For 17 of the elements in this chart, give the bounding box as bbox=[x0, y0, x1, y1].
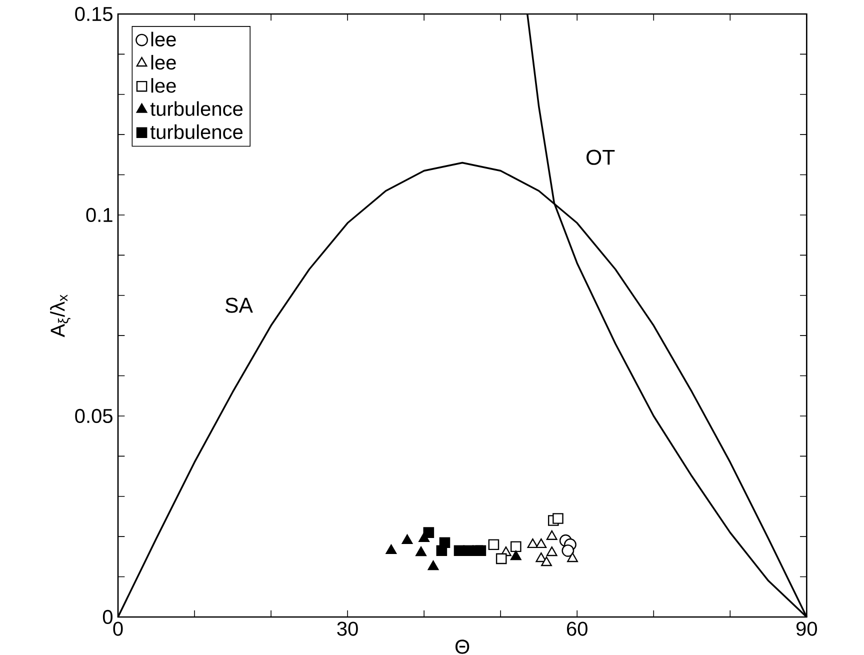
x-tick-label: 60 bbox=[567, 622, 588, 636]
y-tick-label: 0.05 bbox=[75, 408, 112, 424]
x-tick-label: 0 bbox=[113, 622, 123, 636]
y-tick-label: 0.1 bbox=[86, 208, 112, 222]
legend-label: turbulence bbox=[150, 124, 243, 140]
legend-label: lee bbox=[151, 78, 176, 93]
legend-label: lee bbox=[151, 54, 176, 70]
x-tick-label: 30 bbox=[337, 622, 358, 636]
y-tick-label: 0.15 bbox=[75, 6, 112, 22]
legend-label: turbulence bbox=[150, 101, 243, 116]
x-tick-label: 90 bbox=[796, 622, 817, 636]
y-tick-label: 0 bbox=[102, 610, 112, 624]
legend-label: lee bbox=[151, 32, 176, 46]
series-label: SA bbox=[226, 298, 253, 313]
x-axis-title: Θ bbox=[455, 640, 470, 654]
y-axis-title: A$_{ξ}$/λ$_{x}$ bbox=[50, 294, 71, 338]
series-label: OT bbox=[586, 150, 615, 165]
